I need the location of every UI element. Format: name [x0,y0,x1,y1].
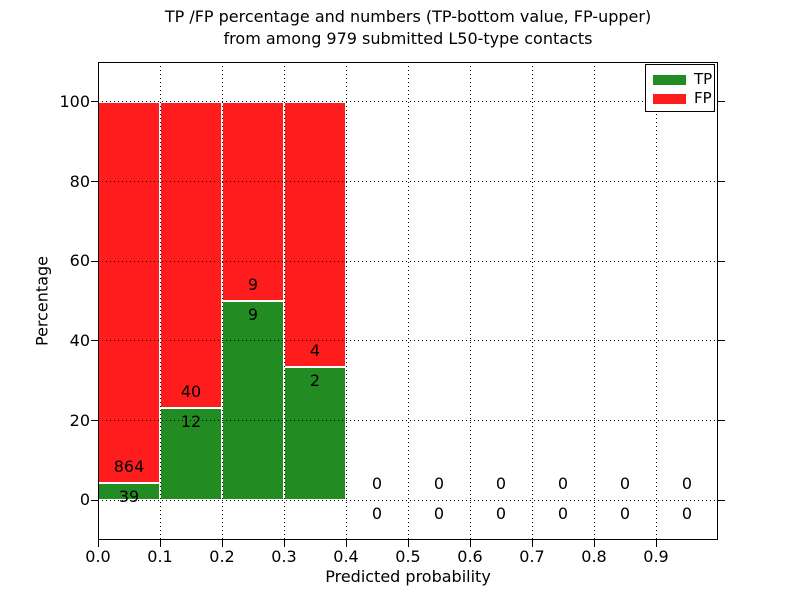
tp-legend-label: TP [694,70,713,88]
fp-count-label: 0 [433,474,445,494]
x-tick-mark [159,540,161,547]
x-tick-label: 0.6 [457,547,483,566]
x-tick-mark [283,540,285,547]
x-tick-label: 0.8 [581,547,607,566]
x-tick-mark [407,540,409,547]
tp-count-label: 0 [619,504,631,524]
gridline-horizontal [98,181,718,182]
x-tick-label: 0.4 [333,547,359,566]
fp-count-label: 4 [309,341,321,361]
gridline-horizontal [98,340,718,342]
bar-segment-fp [98,101,160,483]
legend-item-fp: FP [653,89,712,108]
tp-count-label: 0 [495,504,507,524]
bar-segment-tp [222,301,284,501]
fp-legend-swatch-icon [653,93,686,104]
x-tick-label: 0.7 [519,547,545,566]
chart-title: TP /FP percentage and numbers (TP-bottom… [98,6,718,50]
gridline-horizontal [98,101,718,103]
x-tick-label: 0.5 [395,547,421,566]
gridline-horizontal [98,420,718,421]
x-tick-mark [531,540,533,547]
gridline-vertical [469,62,471,540]
fp-legend-label: FP [694,89,712,107]
x-tick-mark [221,540,223,547]
y-tick-label: 0 [79,490,90,510]
y-tick-label: 40 [69,330,90,350]
legend: TP FP [645,64,715,112]
fp-count-label: 40 [180,382,202,402]
fp-count-label: 0 [619,474,631,494]
bar-segment-tp [284,367,346,501]
bar-segment-fp [222,101,284,301]
tp-count-label: 0 [371,504,383,524]
gridline-vertical [593,62,595,540]
y-tick-mark [91,181,98,182]
gridline-vertical [531,62,533,540]
y-tick-mark-right [718,499,725,501]
fp-count-label: 0 [557,474,569,494]
tp-count-label: 2 [309,371,321,391]
y-tick-mark [91,260,98,262]
gridline-horizontal [98,499,718,501]
x-tick-label: 0.2 [209,547,235,566]
gridline-vertical [345,62,347,540]
y-tick-label: 100 [59,91,90,111]
y-tick-mark [91,340,98,342]
bar-segment-fp [160,101,222,409]
y-tick-label: 60 [69,251,90,271]
y-tick-mark [91,101,98,103]
y-tick-mark-right [718,340,725,342]
gridline-vertical [283,62,285,540]
x-tick-label: 0.3 [271,547,297,566]
y-tick-mark-right [718,420,725,421]
x-tick-mark [469,540,471,547]
gridline-vertical [655,62,657,540]
gridline-vertical [221,62,223,540]
x-tick-mark [345,540,347,547]
fp-count-label: 0 [495,474,507,494]
x-tick-label: 0.9 [643,547,669,566]
y-tick-mark [91,420,98,421]
tp-count-label: 9 [247,304,259,324]
bar-segment-fp [284,101,346,368]
chart-title-line1: TP /FP percentage and numbers (TP-bottom… [164,7,652,26]
legend-item-tp: TP [653,70,712,89]
gridline-horizontal [98,260,718,262]
tp-count-label: 12 [180,412,202,432]
bar-segment-tp [160,408,222,501]
chart-title-line2: from among 979 submitted L50-type contac… [223,29,593,48]
y-tick-label: 80 [69,171,90,191]
fp-count-label: 0 [681,474,693,494]
fp-count-label: 9 [247,275,259,295]
tp-count-label: 39 [118,486,140,506]
fp-count-label: 0 [371,474,383,494]
x-tick-mark [593,540,595,547]
y-tick-label: 20 [69,410,90,430]
x-axis-label: Predicted probability [325,567,491,586]
x-tick-mark [655,540,657,547]
y-tick-mark [91,499,98,501]
tp-count-label: 0 [433,504,445,524]
tp-count-label: 0 [681,504,693,524]
y-tick-mark-right [718,101,725,103]
tp-count-label: 0 [557,504,569,524]
x-tick-label: 0.0 [85,547,111,566]
y-tick-mark-right [718,260,725,262]
fp-count-label: 864 [113,457,145,477]
gridline-vertical [159,62,161,540]
gridline-vertical [407,62,409,540]
x-tick-mark [97,540,99,547]
y-tick-mark-right [718,181,725,182]
x-tick-label: 0.1 [147,547,173,566]
tp-legend-swatch-icon [653,74,686,85]
